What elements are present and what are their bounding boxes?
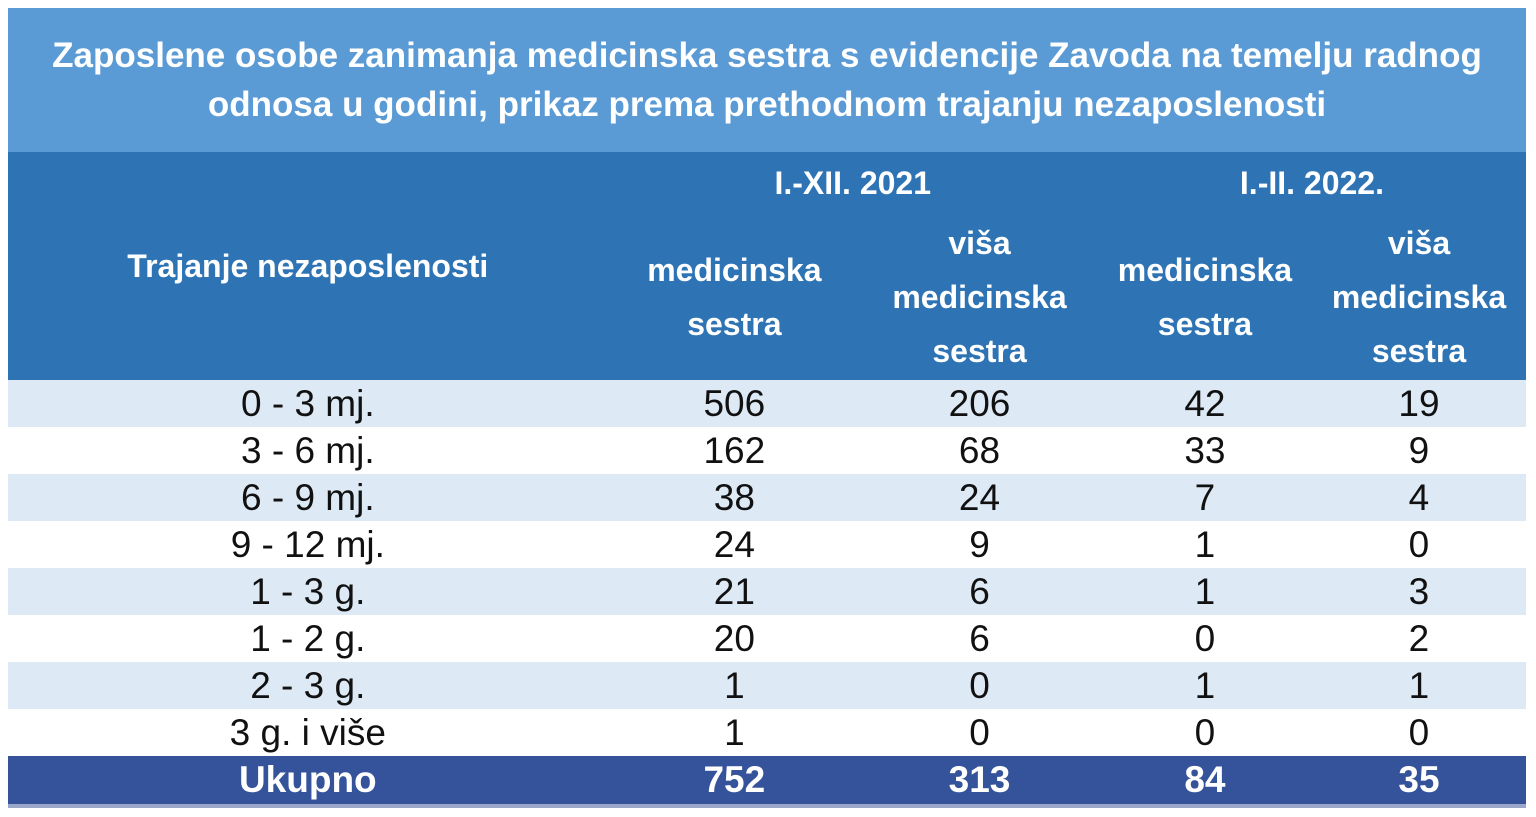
total-row: Ukupno 752 313 84 35 xyxy=(8,756,1526,808)
total-label-cell: Ukupno xyxy=(8,756,608,808)
duration-cell: 3 - 6 mj. xyxy=(8,427,608,474)
duration-cell: 0 - 3 mj. xyxy=(8,380,608,427)
value-cell: 0 xyxy=(861,662,1098,709)
row-dimension-header: Trajanje nezaposlenosti xyxy=(8,152,608,380)
duration-cell: 1 - 3 g. xyxy=(8,568,608,615)
value-cell: 1 xyxy=(607,709,862,756)
value-cell: 7 xyxy=(1097,474,1312,521)
table-footer: Ukupno 752 313 84 35 xyxy=(8,756,1526,808)
total-value-cell: 752 xyxy=(607,756,862,808)
period-2021-group-header: I.-XII. 2021 xyxy=(607,152,1098,214)
value-cell: 20 xyxy=(607,615,862,662)
table-row: 1 - 2 g. 20 6 0 2 xyxy=(8,615,1526,662)
value-cell: 38 xyxy=(607,474,862,521)
value-cell: 0 xyxy=(1311,709,1526,756)
value-cell: 206 xyxy=(861,380,1098,427)
value-cell: 33 xyxy=(1097,427,1312,474)
table-row: 3 - 6 mj. 162 68 33 9 xyxy=(8,427,1526,474)
duration-cell: 2 - 3 g. xyxy=(8,662,608,709)
unemployment-duration-table: Trajanje nezaposlenosti I.-XII. 2021 I.-… xyxy=(8,152,1526,808)
duration-cell: 1 - 2 g. xyxy=(8,615,608,662)
value-cell: 162 xyxy=(607,427,862,474)
value-cell: 506 xyxy=(607,380,862,427)
column-header-2021-medicinska-sestra: medicinska sestra xyxy=(607,214,862,380)
table-title: Zaposlene osobe zanimanja medicinska ses… xyxy=(52,36,1482,124)
value-cell: 3 xyxy=(1311,568,1526,615)
table-row: 0 - 3 mj. 506 206 42 19 xyxy=(8,380,1526,427)
value-cell: 4 xyxy=(1311,474,1526,521)
value-cell: 24 xyxy=(607,521,862,568)
value-cell: 6 xyxy=(861,615,1098,662)
group-header-row: Trajanje nezaposlenosti I.-XII. 2021 I.-… xyxy=(8,152,1526,380)
value-cell: 0 xyxy=(861,709,1098,756)
table-title-bar: Zaposlene osobe zanimanja medicinska ses… xyxy=(8,8,1526,152)
value-cell: 6 xyxy=(861,568,1098,615)
value-cell: 0 xyxy=(1311,521,1526,568)
table-row: 6 - 9 mj. 38 24 7 4 xyxy=(8,474,1526,521)
total-value-cell: 35 xyxy=(1311,756,1526,808)
value-cell: 9 xyxy=(861,521,1098,568)
period-2022-group-header: I.-II. 2022. xyxy=(1097,152,1526,214)
value-cell: 0 xyxy=(1097,615,1312,662)
value-cell: 9 xyxy=(1311,427,1526,474)
column-header-2021-visa-medicinska-sestra: viša medicinska sestra xyxy=(861,214,1098,380)
value-cell: 1 xyxy=(1097,662,1312,709)
value-cell: 19 xyxy=(1311,380,1526,427)
duration-cell: 3 g. i više xyxy=(8,709,608,756)
table-row: 3 g. i više 1 0 0 0 xyxy=(8,709,1526,756)
value-cell: 68 xyxy=(861,427,1098,474)
value-cell: 21 xyxy=(607,568,862,615)
duration-cell: 6 - 9 mj. xyxy=(8,474,608,521)
table-row: 2 - 3 g. 1 0 1 1 xyxy=(8,662,1526,709)
column-header-2022-medicinska-sestra: medicinska sestra xyxy=(1097,214,1312,380)
duration-cell: 9 - 12 mj. xyxy=(8,521,608,568)
table-header: Trajanje nezaposlenosti I.-XII. 2021 I.-… xyxy=(8,152,1526,380)
column-header-row: medicinska sestra viša medicinska sestra… xyxy=(8,214,1526,380)
value-cell: 0 xyxy=(1097,709,1312,756)
value-cell: 1 xyxy=(1097,568,1312,615)
value-cell: 1 xyxy=(1097,521,1312,568)
total-value-cell: 313 xyxy=(861,756,1098,808)
value-cell: 1 xyxy=(607,662,862,709)
table-row: 1 - 3 g. 21 6 1 3 xyxy=(8,568,1526,615)
table-row: 9 - 12 mj. 24 9 1 0 xyxy=(8,521,1526,568)
value-cell: 42 xyxy=(1097,380,1312,427)
value-cell: 1 xyxy=(1311,662,1526,709)
total-value-cell: 84 xyxy=(1097,756,1312,808)
value-cell: 24 xyxy=(861,474,1098,521)
value-cell: 2 xyxy=(1311,615,1526,662)
column-header-2022-visa-medicinska-sestra: viša medicinska sestra xyxy=(1311,214,1526,380)
table-body: 0 - 3 mj. 506 206 42 19 3 - 6 mj. 162 68 33 9 6 - … xyxy=(8,380,1526,756)
